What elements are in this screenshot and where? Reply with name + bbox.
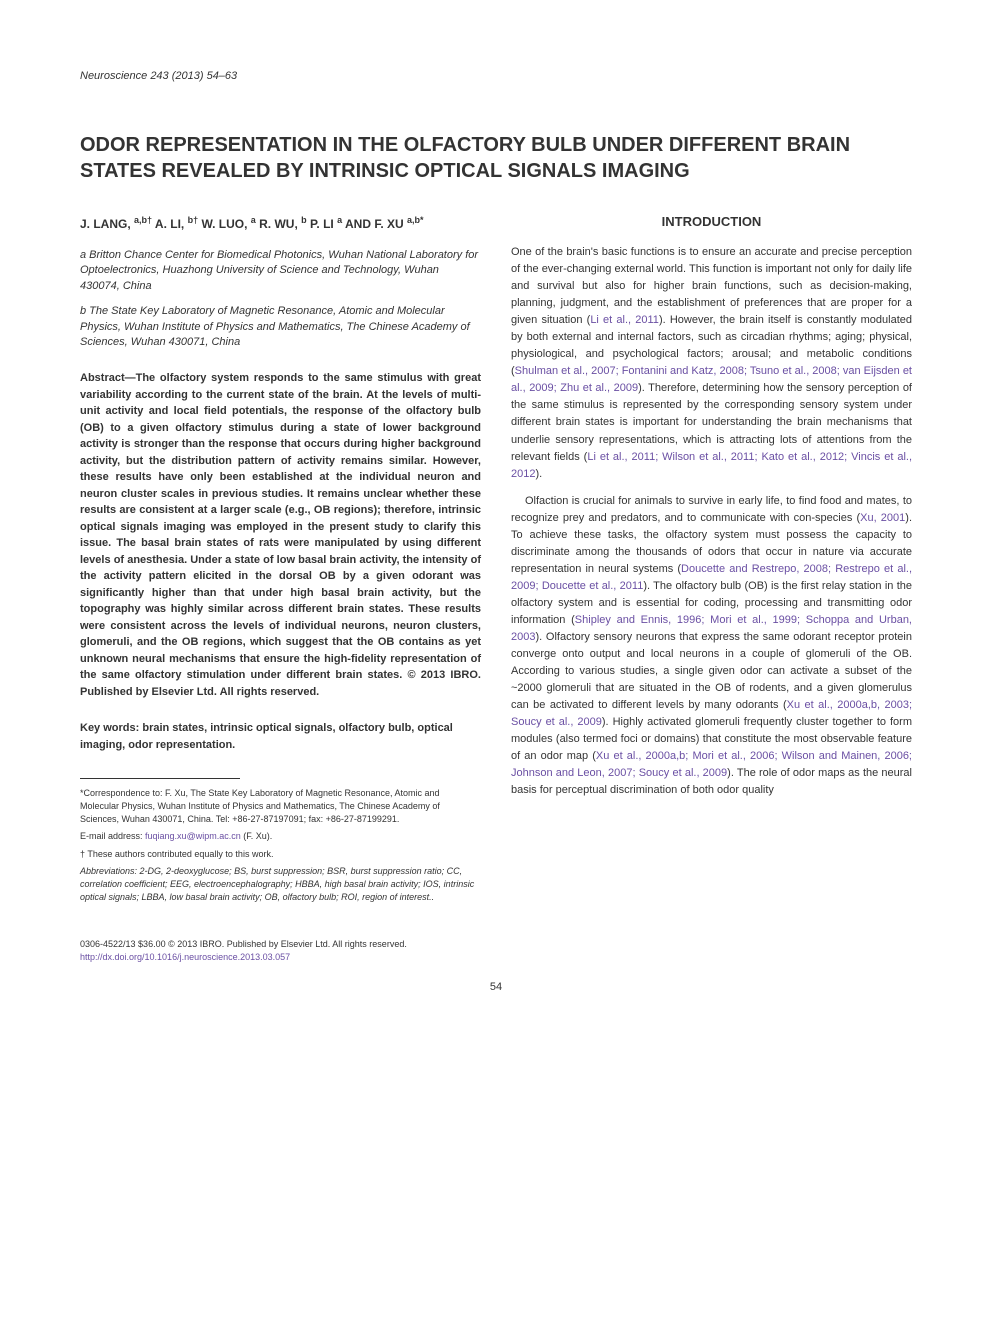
email-suffix: (F. Xu). <box>241 831 273 841</box>
copyright-line: 0306-4522/13 $36.00 © 2013 IBRO. Publish… <box>80 938 912 951</box>
body-span: Olfaction is crucial for animals to surv… <box>511 495 912 524</box>
citation-link[interactable]: Li et al., 2011 <box>590 314 659 326</box>
copyright-block: 0306-4522/13 $36.00 © 2013 IBRO. Publish… <box>80 938 912 963</box>
email-label: E-mail address: <box>80 831 145 841</box>
right-column: INTRODUCTION One of the brain's basic fu… <box>511 214 912 908</box>
email-link[interactable]: fuqiang.xu@wipm.ac.cn <box>145 831 241 841</box>
footnote-email: E-mail address: fuqiang.xu@wipm.ac.cn (F… <box>80 830 481 843</box>
footnote-correspondence: *Correspondence to: F. Xu, The State Key… <box>80 787 481 825</box>
article-title: ODOR REPRESENTATION IN THE OLFACTORY BUL… <box>80 132 912 184</box>
authors-list: J. LANG, a,b† A. LI, b† W. LUO, a R. WU,… <box>80 214 481 233</box>
intro-paragraph-1: One of the brain's basic functions is to… <box>511 244 912 483</box>
journal-reference: Neuroscience 243 (2013) 54–63 <box>80 70 912 82</box>
footnote-abbreviations: Abbreviations: 2-DG, 2-deoxyglucose; BS,… <box>80 865 481 903</box>
author-text: R. WU, <box>256 217 301 231</box>
author-affil-sup: b† <box>188 215 199 225</box>
abbrev-text: Abbreviations: 2-DG, 2-deoxyglucose; BS,… <box>80 866 474 901</box>
author-text: AND F. XU <box>342 217 407 231</box>
footnote-separator <box>80 778 240 779</box>
doi-link[interactable]: http://dx.doi.org/10.1016/j.neuroscience… <box>80 951 912 964</box>
abstract-text: Abstract—The olfactory system responds t… <box>80 370 481 700</box>
author-affil-sup: a,b† <box>134 215 152 225</box>
affiliation-b: b The State Key Laboratory of Magnetic R… <box>80 304 481 350</box>
affiliation-a: a Britton Chance Center for Biomedical P… <box>80 248 481 294</box>
author-text: A. LI, <box>152 217 188 231</box>
content-columns: J. LANG, a,b† A. LI, b† W. LUO, a R. WU,… <box>80 214 912 908</box>
author-affil-sup: a,b* <box>407 215 424 225</box>
author-text: P. LI <box>307 217 337 231</box>
left-column: J. LANG, a,b† A. LI, b† W. LUO, a R. WU,… <box>80 214 481 908</box>
body-span: ). <box>535 468 542 480</box>
citation-link[interactable]: Xu, 2001 <box>860 512 905 524</box>
footnote-contribution: † These authors contributed equally to t… <box>80 848 481 861</box>
intro-paragraph-2: Olfaction is crucial for animals to surv… <box>511 493 912 800</box>
page-number: 54 <box>80 981 912 993</box>
author-text: J. LANG, <box>80 217 134 231</box>
keywords: Key words: brain states, intrinsic optic… <box>80 720 481 753</box>
author-text: W. LUO, <box>198 217 251 231</box>
introduction-heading: INTRODUCTION <box>511 214 912 229</box>
